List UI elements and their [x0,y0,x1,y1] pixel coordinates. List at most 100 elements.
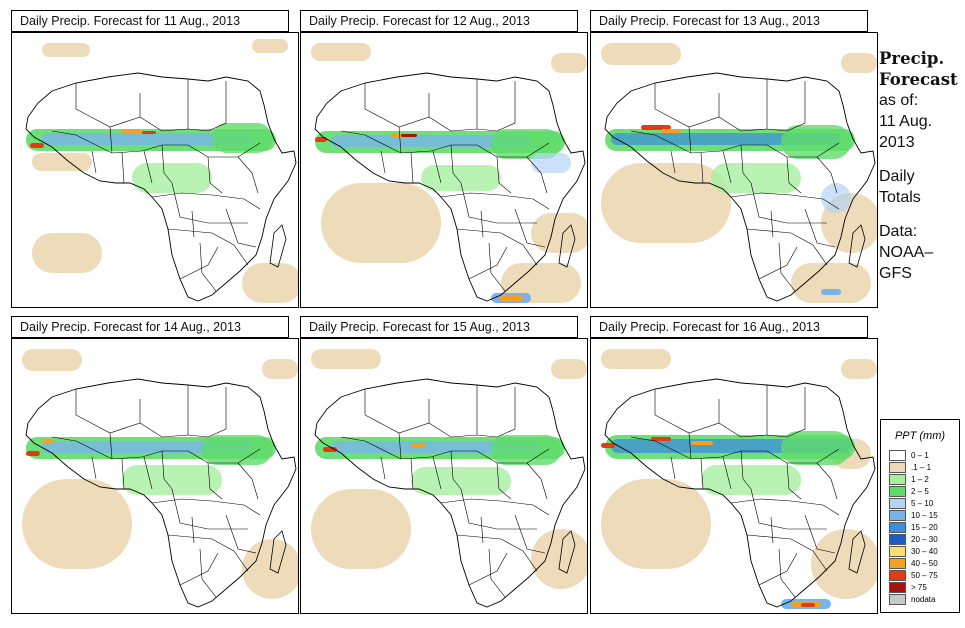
heading-line-1: Precip. [879,49,945,68]
precip-map [11,32,299,308]
forecast-panel-16-aug: Daily Precip. Forecast for 16 Aug., 2013 [590,316,878,614]
light-rain-area [601,349,671,369]
country-border [51,436,188,460]
country-border [778,242,796,292]
legend-swatch [889,522,906,533]
light-rain-area [531,529,587,589]
country-border [740,450,752,490]
africa-map-svg [601,43,877,303]
heavy-rain-cell [641,125,671,130]
africa-coastline [604,378,876,608]
country-border [688,432,692,460]
country-border [237,156,259,194]
light-rain-area [311,349,381,369]
country-border [816,156,838,194]
country-border [139,385,189,438]
rain-band [411,467,511,495]
light-rain-area [311,489,411,569]
country-border [496,156,512,194]
country-border [191,516,195,544]
panel-title: Daily Precip. Forecast for 15 Aug., 2013 [300,316,578,338]
country-border [143,150,153,184]
rain-band [781,431,851,465]
legend-title: PPT (mm) [894,430,946,442]
country-border [750,182,827,224]
precip-map [11,338,299,614]
country-border [480,210,484,238]
country-border [428,79,478,132]
africa-coastline [314,72,586,302]
country-border [428,385,478,438]
light-rain-area [551,53,587,73]
country-border [476,387,516,438]
africa-map-svg [601,349,877,609]
panel-title: Daily Precip. Forecast for 12 Aug., 2013 [300,10,578,32]
country-border [167,228,249,266]
country-border [758,552,798,586]
light-rain-area [42,43,90,57]
country-border [460,182,537,224]
rain-band [491,129,561,159]
legend-label: 20 – 30 [911,535,938,544]
country-border [199,242,217,292]
light-rain-area [601,43,681,65]
country-border [139,79,189,132]
offshore-rain-cell [801,603,815,607]
rain-band [421,165,501,191]
legend-label: 50 – 75 [911,571,938,580]
country-border [398,126,402,154]
country-border [51,130,188,154]
country-border [740,144,752,184]
light-rain-area [791,263,871,303]
country-border [410,152,414,184]
country-border [816,462,838,500]
country-border [440,192,550,210]
rain-band [491,435,561,465]
country-border [225,208,257,248]
country-border [688,126,692,154]
country-border [526,462,548,500]
forecast-panel-13-aug: Daily Precip. Forecast for 13 Aug., 2013 [590,10,878,308]
light-rain-area [22,349,82,371]
country-border [766,142,840,158]
light-rain-area [22,479,132,569]
country-border [121,152,125,184]
country-border [237,462,259,500]
country-border [109,432,113,460]
legend-swatch [889,558,906,569]
light-rain-area [841,53,877,73]
light-rain-area [262,359,298,379]
country-border [786,462,802,500]
legend-label: 40 – 50 [911,559,938,568]
country-border [161,450,173,490]
precip-map [590,32,878,308]
country-border [718,385,768,438]
country-border [398,432,402,460]
heavy-rain-cell [661,129,681,133]
country-border [171,182,248,224]
rain-band [212,123,272,153]
africa-coastline [314,378,586,608]
country-border [766,81,806,132]
country-border [187,81,227,132]
country-border [364,389,430,434]
country-border [109,126,113,154]
panel-title: Daily Precip. Forecast for 11 Aug., 2013 [11,10,289,32]
light-rain-area [32,153,92,171]
country-border [722,456,732,490]
legend-swatch [889,570,906,581]
heavy-rain-cell [30,143,44,148]
madagascar-outline [848,224,866,268]
rain-band [42,133,252,145]
rain-band [202,435,272,465]
legend-label: 2 – 5 [911,487,929,496]
legend-swatch [889,450,906,461]
country-border [179,552,219,586]
legend-label: 1 – 2 [911,475,929,484]
light-rain-area [551,359,587,379]
country-border [804,514,836,554]
country-border [151,498,261,516]
country-border [758,246,798,280]
precip-map [300,338,588,614]
country-border [450,144,462,184]
